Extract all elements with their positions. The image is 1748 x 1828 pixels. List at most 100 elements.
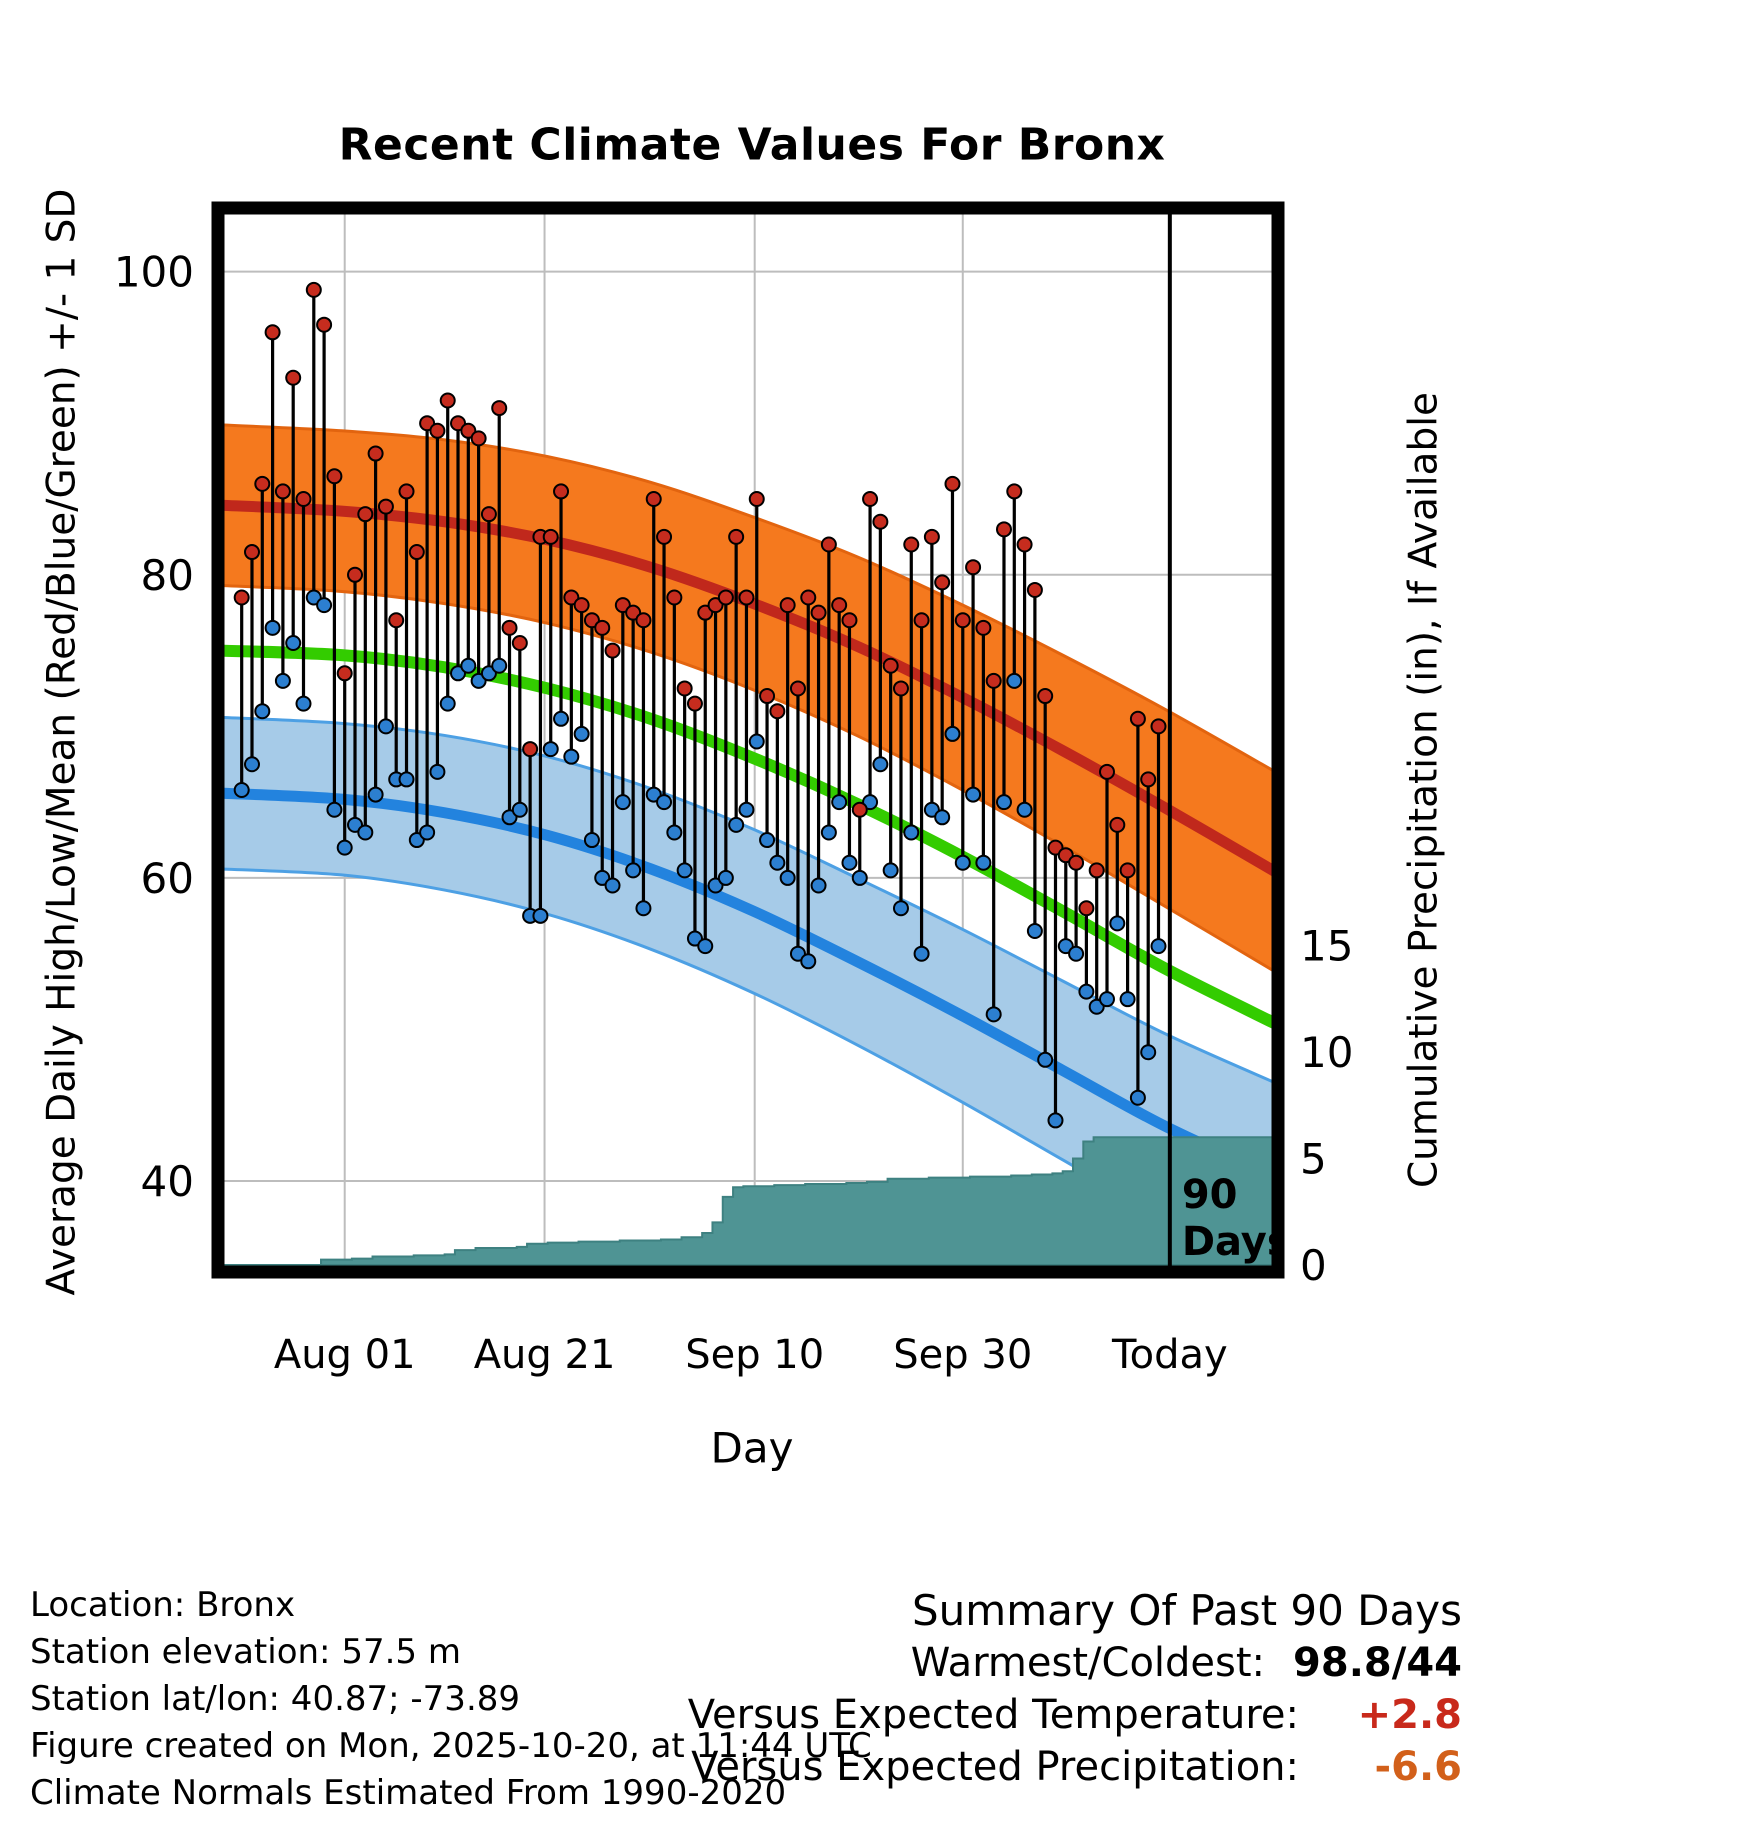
daily-low-dot (769, 854, 786, 871)
daily-low-dot (954, 854, 971, 871)
x-tick-label: Aug 01 (274, 1332, 416, 1378)
summary-past-90-days: Summary Of Past 90 Days Warmest/Coldest:… (688, 1585, 1462, 1793)
daily-high-dot (1006, 483, 1023, 500)
daily-high-dot (717, 589, 734, 606)
daily-low-dot (1037, 1051, 1054, 1068)
daily-high-dot (295, 491, 312, 508)
daily-low-dot (810, 877, 827, 894)
daily-low-dot (1150, 938, 1167, 955)
daily-high-dot (491, 400, 508, 417)
x-axis-label: Day (710, 1423, 794, 1473)
daily-high-dot (285, 369, 302, 386)
daily-low-dot (841, 854, 858, 871)
daily-low-dot (233, 782, 250, 799)
daily-low-dot (728, 816, 745, 833)
daily-high-dot (316, 316, 333, 333)
daily-low-dot (326, 801, 343, 818)
daily-low-dot (274, 672, 291, 689)
y-axis-label-right: Cumulative Precipitation (in), If Availa… (1401, 391, 1447, 1189)
daily-high-dot (522, 741, 539, 758)
daily-low-dot (285, 634, 302, 651)
daily-low-dot (604, 877, 621, 894)
daily-low-dot (1078, 983, 1095, 1000)
daily-high-dot (347, 566, 364, 583)
daily-high-dot (377, 498, 394, 515)
daily-high-dot (1026, 581, 1043, 598)
daily-low-dot (676, 862, 693, 879)
station-elevation: Station elevation: 57.5 m (30, 1632, 461, 1672)
daily-high-dot (1016, 536, 1033, 553)
daily-low-dot (295, 695, 312, 712)
y-right-tick-label: 15 (1300, 922, 1353, 971)
daily-low-dot (439, 695, 456, 712)
daily-low-dot (532, 907, 549, 924)
daily-low-dot (1047, 1112, 1064, 1129)
daily-high-dot (728, 528, 745, 545)
daily-low-dot (1016, 801, 1033, 818)
daily-low-dot (583, 832, 600, 849)
daily-high-dot (305, 281, 322, 298)
daily-low-dot (820, 824, 837, 841)
daily-high-dot (1068, 854, 1085, 871)
daily-low-dot (738, 801, 755, 818)
page-title: Recent Climate Values For Bronx (338, 119, 1166, 171)
daily-low-dot (717, 869, 734, 886)
y-right-tick-label: 0 (1300, 1241, 1327, 1290)
daily-low-dot (419, 824, 436, 841)
daily-high-dot (254, 475, 271, 492)
summary-title: Summary Of Past 90 Days (912, 1586, 1462, 1635)
daily-low-dot (614, 794, 631, 811)
daily-high-dot (388, 612, 405, 629)
daily-low-dot (913, 945, 930, 962)
x-tick-label: Sep 30 (893, 1332, 1032, 1378)
y-left-tick-label: 80 (141, 551, 194, 600)
x-tick-label: Today (1111, 1332, 1228, 1378)
daily-high-dot (892, 680, 909, 697)
daily-low-dot (542, 741, 559, 758)
daily-low-dot (398, 771, 415, 788)
daily-low-dot (1026, 922, 1043, 939)
daily-low-dot (1109, 915, 1126, 932)
daily-low-dot (1006, 672, 1023, 689)
daily-high-dot (501, 619, 518, 636)
warmest-coldest-value: 98.8/44 (1293, 1640, 1462, 1686)
daily-high-dot (820, 536, 837, 553)
daily-low-dot (934, 809, 951, 826)
daily-high-dot (862, 491, 879, 508)
daily-low-dot (892, 900, 909, 917)
daily-high-dot (635, 612, 652, 629)
daily-low-dot (511, 801, 528, 818)
daily-high-dot (1129, 710, 1146, 727)
daily-high-dot (542, 528, 559, 545)
daily-high-dot (800, 589, 817, 606)
daily-low-dot (1129, 1089, 1146, 1106)
daily-low-dot (1140, 1044, 1157, 1061)
daily-high-dot (779, 597, 796, 614)
y-right-tick-label: 10 (1300, 1028, 1353, 1077)
daily-high-dot (233, 589, 250, 606)
summary-row-warmest-coldest: Warmest/Coldest: 98.8/44 (688, 1637, 1462, 1689)
daily-high-dot (789, 680, 806, 697)
daily-high-dot (645, 491, 662, 508)
daily-high-dot (841, 612, 858, 629)
daily-low-dot (316, 597, 333, 614)
daily-high-dot (408, 544, 425, 561)
daily-low-dot (635, 900, 652, 917)
daily-high-dot (553, 483, 570, 500)
y-left-tick-label: 40 (141, 1157, 194, 1206)
daily-high-dot (923, 528, 940, 545)
daily-high-dot (511, 634, 528, 651)
climate-normals-note: Climate Normals Estimated From 1990-2020 (30, 1773, 787, 1813)
daily-high-dot (326, 468, 343, 485)
daily-low-dot (1098, 991, 1115, 1008)
daily-low-dot (975, 854, 992, 871)
daily-low-dot (1068, 945, 1085, 962)
y-axis-label-left: Average Daily High/Low/Mean (Red/Blue/Gr… (39, 188, 85, 1296)
cumulative-precip-area (224, 1136, 1272, 1266)
daily-low-dot (995, 794, 1012, 811)
daily-high-dot (872, 513, 889, 530)
daily-high-dot (748, 491, 765, 508)
daily-high-dot (759, 688, 776, 705)
daily-temperature-stems (233, 281, 1167, 1129)
